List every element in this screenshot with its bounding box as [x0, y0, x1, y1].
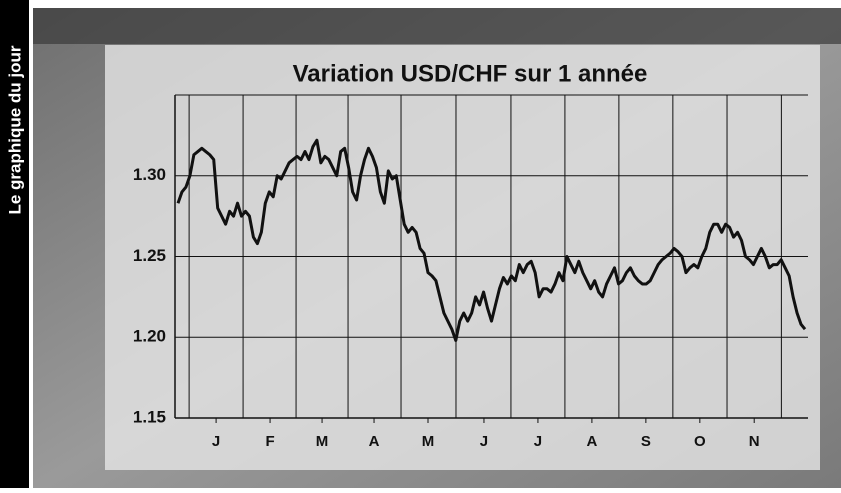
x-tick-label: F — [265, 433, 274, 450]
y-tick-label: 1.30 — [133, 165, 166, 184]
x-tick-label: N — [749, 433, 760, 450]
x-tick-label: M — [422, 433, 435, 450]
chart-panel — [105, 45, 820, 470]
y-tick-label: 1.20 — [133, 327, 166, 346]
y-tick-label: 1.25 — [133, 246, 166, 265]
x-tick-label: A — [586, 433, 597, 450]
chart: Le graphique du jour Variation USD/CHF s… — [0, 0, 841, 488]
x-tick-label: S — [641, 433, 651, 450]
y-tick-label: 1.15 — [133, 407, 166, 426]
chart-title: Variation USD/CHF sur 1 année — [293, 60, 648, 87]
background-band — [33, 8, 841, 44]
x-tick-label: J — [212, 433, 220, 450]
x-tick-label: M — [316, 433, 329, 450]
x-tick-label: J — [534, 433, 542, 450]
page: {"sidebar_label": "Le graphique du jour"… — [0, 0, 841, 488]
sidebar-label: Le graphique du jour — [5, 45, 24, 214]
x-tick-label: O — [694, 433, 706, 450]
x-tick-label: A — [369, 433, 380, 450]
x-tick-label: J — [480, 433, 488, 450]
